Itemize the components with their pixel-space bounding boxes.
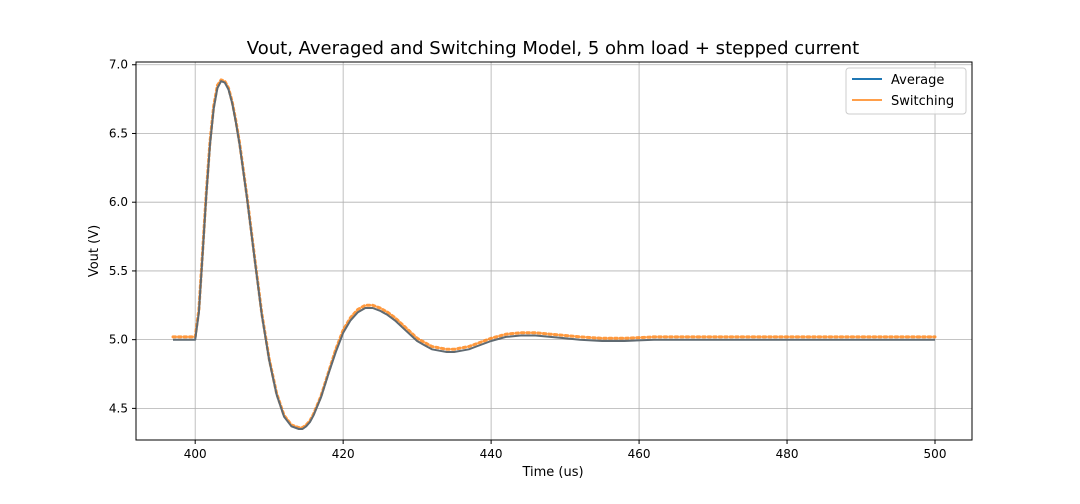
legend: Average Switching <box>845 67 967 115</box>
y-axis-label: Vout (V) <box>87 225 102 277</box>
x-tick-label: 500 <box>924 447 947 461</box>
y-tick-label: 5.5 <box>109 264 128 278</box>
chart-title: Vout, Averaged and Switching Model, 5 oh… <box>247 38 859 59</box>
x-tick-label: 480 <box>776 447 799 461</box>
series-line-average <box>173 80 935 430</box>
y-tick-label: 6.0 <box>109 195 128 209</box>
x-tick-label: 400 <box>184 447 207 461</box>
grid <box>136 62 972 440</box>
ticks: 400 420 440 460 480 500 4.5 5.0 5.5 6.0 6.5 7.0 <box>109 58 947 461</box>
plot-frame <box>135 61 973 441</box>
x-tick-label: 420 <box>332 447 355 461</box>
y-tick-label: 6.5 <box>109 126 128 140</box>
x-tick-label: 460 <box>628 447 651 461</box>
legend-label-switching: Switching <box>891 94 954 109</box>
legend-label-average: Average <box>891 73 944 88</box>
series-layer <box>171 78 937 430</box>
series-line-switching <box>171 78 937 430</box>
y-tick-label: 5.0 <box>109 333 128 347</box>
x-axis-label: Time (us) <box>521 465 583 480</box>
y-tick-label: 7.0 <box>109 58 128 72</box>
x-tick-label: 440 <box>480 447 503 461</box>
y-tick-label: 4.5 <box>109 401 128 415</box>
